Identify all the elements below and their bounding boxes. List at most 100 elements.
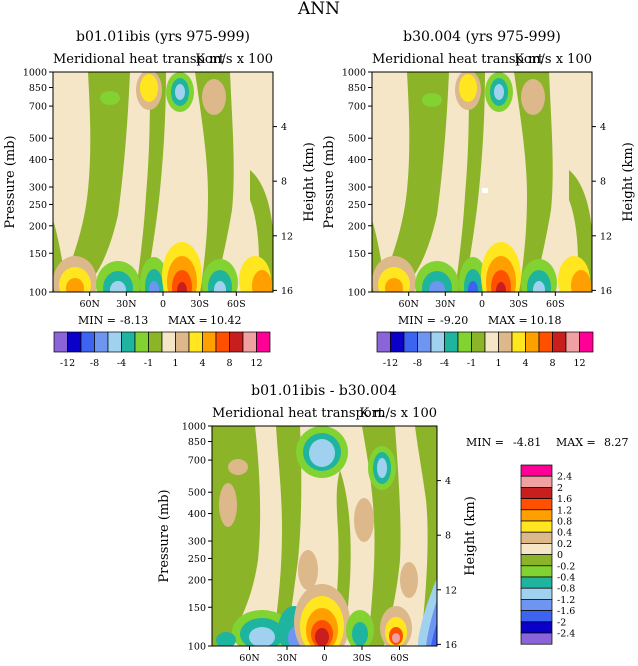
panel-3-colorbar-swatch: [520, 610, 553, 623]
panel-2-colorbar-swatch: [484, 331, 499, 353]
panel-2-colorbar-label: 1: [495, 358, 501, 369]
panel-1-colorbar-swatch: [107, 331, 122, 353]
panel-2-contour-blob: [422, 93, 442, 107]
panel-1-contour-blob: [66, 278, 84, 292]
panel-2-contour-blob: [429, 281, 445, 292]
panel-2-ylabel: Pressure (mb): [322, 135, 337, 228]
panel-3-colorbar-label: -0.2: [557, 561, 575, 572]
panel-1-xtick-label: 30N: [116, 299, 136, 310]
panel-2-colorbar-swatch: [430, 331, 445, 353]
panel-3-min-value: -4.81: [513, 436, 541, 449]
panel-3-colorbar-label: 0.4: [557, 528, 572, 539]
panel-2-ytick-label: 150: [348, 249, 366, 260]
panel-3-contour-blob: [298, 550, 318, 590]
panel-3-contour-blob: [354, 498, 374, 542]
panel-2-right-tick-label: 16: [600, 286, 612, 297]
panel-3-ytick-label: 200: [188, 575, 206, 586]
panel-1-contour-blob: [202, 79, 226, 115]
panel-3-right-tick-label: 16: [445, 640, 457, 651]
panel-2-axes: 100 150 200 250 300 400 500 700 850 1000 60N 30N 0 30…: [342, 68, 612, 311]
panel-3-xtick-label: 60S: [390, 653, 409, 664]
panel-2-missing-data: [482, 188, 488, 193]
panel-1-colorbar-label: -1: [144, 358, 153, 369]
panel-1-colorbar-swatch: [229, 331, 244, 353]
panel-3-colorbar-label: 1.2: [557, 505, 572, 516]
panel-2-min-label: MIN =: [398, 314, 436, 327]
panel-3-colorbar-swatch: [520, 576, 553, 589]
panel-2-ytick-label: 200: [348, 221, 366, 232]
panel-1-right-tick-label: 12: [281, 231, 293, 242]
panel-3-contour-band: [415, 426, 437, 646]
panel-1-colorbar-label: 4: [199, 358, 205, 369]
panel-2-colorbar-label: 8: [549, 358, 555, 369]
panel-2-colorbar-swatch: [444, 331, 459, 353]
panel-3-ytick-label: 500: [188, 488, 206, 499]
panel-3-right-tick-label: 8: [445, 531, 451, 542]
panel-3-colorbar-swatch: [520, 621, 553, 634]
panel-1-min-label: MIN =: [78, 314, 116, 327]
panel-3-subtitle-right: K m/s x 100: [359, 406, 437, 421]
panel-2-xtick-label: 60S: [546, 299, 565, 310]
panel-3-colorbar-swatch: [520, 543, 553, 555]
panel-2-colorbar-swatch: [552, 331, 567, 353]
panel-1-ytick-label: 850: [29, 83, 47, 94]
panel-1-contour-blob: [100, 91, 120, 105]
panel-1-colorbar-swatch: [67, 331, 82, 353]
panel-1-xtick-label: 60N: [79, 299, 99, 310]
panel-2-contour-blob: [533, 281, 545, 292]
panel-2-colorbar: -12 -8 -4 -1 1 4 8 12: [376, 331, 594, 369]
panel-3-xtick-label: 30S: [353, 653, 372, 664]
panel-3-contour-blob: [392, 633, 400, 643]
panel-1-colorbar-label: 1: [172, 358, 178, 369]
panel-3-contour-band: [431, 622, 437, 646]
panel-1-contour-blob: [140, 74, 158, 102]
panel-3-colorbar-label: -2.4: [557, 629, 575, 640]
panel-1-contour-blob: [110, 281, 126, 292]
panel-2-contour-blob: [385, 278, 403, 292]
panel-1-min-value: -8.13: [120, 314, 148, 327]
panel-3-colorbar-label: -2: [557, 617, 566, 628]
panel-3-max-label: MAX =: [556, 436, 596, 449]
panel-3-field: [212, 426, 437, 646]
panel-3-ylabel-right: Height (km): [463, 496, 478, 576]
panel-2-colorbar-swatch: [471, 331, 486, 353]
panel-1-contour-blob: [177, 282, 187, 292]
panel-1-title: b01.01ibis (yrs 975-999): [76, 29, 250, 45]
panel-1-ytick-label: 1000: [23, 68, 47, 79]
panel-2-contour-blob: [571, 270, 591, 292]
panel-3-right-tick-label: 12: [445, 585, 457, 596]
panel-2-colorbar-swatch: [417, 331, 432, 353]
panel-2-right-tick-label: 12: [600, 231, 612, 242]
panel-3-ytick-label: 150: [188, 603, 206, 614]
panel-3-max-value: 8.27: [604, 436, 629, 449]
panel-1-colorbar-swatch: [175, 331, 190, 353]
panel-3-colorbar-swatch: [520, 554, 553, 567]
panel-3-right-tick-label: 4: [445, 476, 451, 487]
panel-2-ylabel-right: Height (km): [621, 142, 636, 222]
panel-2-xtick-label: 30S: [509, 299, 528, 310]
panel-1-ytick-label: 200: [29, 221, 47, 232]
panel-3: b01.01ibis - b30.004 Meridional heat tra…: [157, 383, 629, 664]
panel-2: b30.004 (yrs 975-999) Meridional heat tr…: [322, 29, 636, 369]
panel-1-colorbar-label: -12: [60, 358, 75, 369]
panel-2-contour-band: [514, 72, 553, 292]
panel-1-contour-band: [250, 170, 273, 292]
panel-2-colorbar-swatch: [376, 331, 391, 353]
panel-1-colorbar-swatch: [134, 331, 149, 353]
panel-3-ytick-label: 700: [188, 456, 206, 467]
panel-3-ytick-label: 400: [188, 509, 206, 520]
panel-2-max-label: MAX =: [488, 314, 528, 327]
panel-1-colorbar-label: -4: [117, 358, 126, 369]
panel-3-colorbar-label: 0: [557, 550, 563, 561]
panel-1-ytick-label: 500: [29, 134, 47, 145]
panel-3-colorbar-swatch: [520, 587, 553, 600]
panel-2-title: b30.004 (yrs 975-999): [403, 29, 561, 45]
panel-2-colorbar-label: -8: [413, 358, 422, 369]
panel-1-right-tick-label: 4: [281, 122, 287, 133]
panel-3-colorbar-swatch: [520, 509, 553, 522]
panel-1-axes: 100 150 200 250 300 400 500 700 850 1000 60N 30N 0 30…: [23, 68, 293, 311]
panel-3-colorbar-label: 2.4: [557, 472, 572, 483]
panel-3-contour-band: [212, 426, 261, 646]
panel-2-colorbar-swatch: [525, 331, 540, 353]
panel-3-contour-blob: [228, 459, 248, 475]
